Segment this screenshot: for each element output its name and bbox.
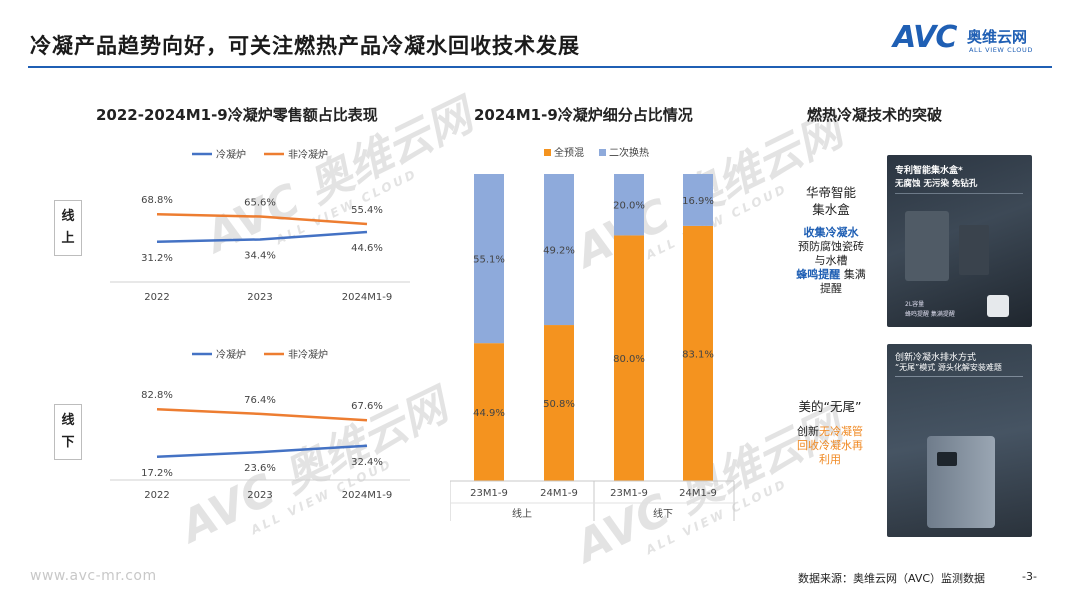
data-label: 31.2% <box>141 253 173 264</box>
vatti-highlight-1: 收集冷凝水 <box>803 226 859 239</box>
data-label: 23.6% <box>244 463 276 474</box>
bar-segment-premix <box>474 343 504 481</box>
online-line-chart: 冷凝炉 非冷凝炉 2022 2023 2024M1-9 31.2% 34.4% 44.6% 68… <box>110 148 410 303</box>
bar-segment-secondary-exchange <box>474 174 504 344</box>
legend-label-non-condensing: 非冷凝炉 <box>288 148 328 161</box>
stacked-bar-chart: 全预混 二次换热 44.9% 55.1% 23M1-9 50.8% 49.2% 24M1-9 8… <box>450 146 735 521</box>
logo-en: ALL VIEW CLOUD <box>969 46 1033 54</box>
page-title: 冷凝产品趋势向好，可关注燃热产品冷凝水回收技术发展 <box>30 34 580 58</box>
midea-brand: 美的“无尾” <box>798 399 862 414</box>
card1-title: 专利智能集水盒* <box>895 166 963 176</box>
mid-section-title: 2024M1-9冷凝炉细分占比情况 <box>474 106 693 124</box>
midea-display <box>937 452 957 466</box>
data-label: 34.4% <box>244 250 276 261</box>
legend-label-non-condensing: 非冷凝炉 <box>288 348 328 361</box>
title-divider <box>28 66 1052 68</box>
x-tick-label: 2022 <box>144 490 169 501</box>
vatti-description: 华帝智能 集水盒 收集冷凝水 预防腐蚀瓷砖 与水槽 蜂鸣提醒 集满 提醒 <box>790 184 872 296</box>
vatti-highlight-2: 蜂鸣提醒 <box>796 268 841 281</box>
data-label: 67.6% <box>351 401 383 412</box>
vatti-brand-2: 集水盒 <box>812 202 850 217</box>
data-label: 76.4% <box>244 395 276 406</box>
x-tick-label: 2024M1-9 <box>342 292 392 303</box>
bar-data-label: 49.2% <box>543 246 575 257</box>
x-tick-label: 23M1-9 <box>470 488 508 499</box>
offline-row-label: 线下 <box>54 404 82 460</box>
series-line-non-condensing <box>156 212 368 226</box>
page-number: -3- <box>1022 570 1037 583</box>
card1-small-2: 蜂鸣提醒 集满提醒 <box>905 311 955 318</box>
bar-segment-premix <box>683 225 713 481</box>
heater-body <box>905 211 949 281</box>
data-label: 32.4% <box>351 457 383 468</box>
logo-cn: 奥维云网 <box>967 28 1028 46</box>
vatti-brand-1: 华帝智能 <box>805 185 856 200</box>
left-section-title: 2022-2024M1-9冷凝炉零售额占比表现 <box>96 106 378 124</box>
bar-data-label: 80.0% <box>613 354 645 365</box>
midea-highlight-1: 无冷凝管 <box>819 425 863 438</box>
bar-data-label: 16.9% <box>682 196 714 207</box>
footer-source: 数据来源：奥维云网（AVC）监测数据 <box>798 572 986 585</box>
bar-data-label: 50.8% <box>543 399 575 410</box>
bar-data-label: 20.0% <box>613 201 645 212</box>
x-tick-label: 2022 <box>144 292 169 303</box>
bar-segment-secondary-exchange <box>544 174 574 326</box>
x-tick-label: 2023 <box>247 490 272 501</box>
group-label-online: 线上 <box>512 507 532 520</box>
offline-line-chart: 冷凝炉 非冷凝炉 2022 2023 2024M1-9 17.2% 23.6% 32.4% 82… <box>110 348 410 501</box>
legend-label-premix: 全预混 <box>554 146 584 159</box>
card1-small-1: 2L容量 <box>905 301 925 308</box>
water-box <box>987 295 1009 317</box>
midea-highlight-3: 利用 <box>819 453 841 466</box>
bar-data-label: 83.1% <box>682 349 714 360</box>
midea-product-image: 创新冷凝水排水方式 “无尾”模式 源头化解安装难题 <box>887 344 1032 537</box>
legend-label-secondary-exchange: 二次换热 <box>609 146 649 159</box>
avc-logo: AVC 奥维云网 ALL VIEW CLOUD <box>893 20 1053 60</box>
midea-description: 美的“无尾” 创新无冷凝管 回收冷凝水再 利用 <box>788 398 872 467</box>
x-tick-label: 2024M1-9 <box>342 490 392 501</box>
bar-segment-secondary-exchange <box>683 174 713 226</box>
card1-sub: 无腐蚀 无污染 免钻孔 <box>895 179 978 189</box>
bar-segment-premix <box>614 235 644 481</box>
online-row-label: 线上 <box>54 200 82 256</box>
series-line-condensing <box>156 444 368 459</box>
x-tick-label: 2023 <box>247 292 272 303</box>
midea-highlight-2: 回收冷凝水再 <box>797 439 863 452</box>
data-label: 68.8% <box>141 195 173 206</box>
vatti-desc-3: 集满 <box>843 268 866 281</box>
logo-mark: AVC <box>893 20 957 55</box>
midea-prefix: 创新 <box>797 425 819 438</box>
data-label: 55.4% <box>351 205 383 216</box>
bar-segment-secondary-exchange <box>614 174 644 236</box>
sink-shape <box>959 225 989 275</box>
card2-sub: “无尾”模式 源头化解安装难题 <box>895 363 1002 372</box>
series-line-non-condensing <box>156 407 368 422</box>
midea-heater-body <box>927 436 995 528</box>
series-line-condensing <box>156 230 368 244</box>
card1-line <box>895 193 1023 194</box>
data-label: 17.2% <box>141 468 173 479</box>
bar-data-label: 44.9% <box>473 408 505 419</box>
data-label: 44.6% <box>351 243 383 254</box>
footer-url: www.avc-mr.com <box>30 568 157 584</box>
legend-swatch-secondary-exchange <box>599 149 606 156</box>
vatti-desc-1: 预防腐蚀瓷砖 <box>798 240 864 253</box>
vatti-desc-2: 与水槽 <box>814 254 848 267</box>
vatti-product-image: 专利智能集水盒* 无腐蚀 无污染 免钻孔 2L容量 蜂鸣提醒 集满提醒 <box>887 155 1032 327</box>
x-tick-label: 24M1-9 <box>540 488 578 499</box>
x-tick-label: 24M1-9 <box>679 488 717 499</box>
card2-line <box>895 376 1023 377</box>
x-tick-label: 23M1-9 <box>610 488 648 499</box>
legend-label-condensing: 冷凝炉 <box>216 148 246 161</box>
bar-segment-premix <box>544 325 574 481</box>
legend-swatch-premix <box>544 149 551 156</box>
card2-title: 创新冷凝水排水方式 <box>895 353 977 363</box>
legend-label-condensing: 冷凝炉 <box>216 348 246 361</box>
bar-data-label: 55.1% <box>473 255 505 266</box>
data-label: 65.6% <box>244 198 276 209</box>
group-label-offline: 线下 <box>653 507 673 520</box>
right-section-title: 燃热冷凝技术的突破 <box>807 106 943 124</box>
vatti-desc-4: 提醒 <box>820 282 842 295</box>
data-label: 82.8% <box>141 390 173 401</box>
